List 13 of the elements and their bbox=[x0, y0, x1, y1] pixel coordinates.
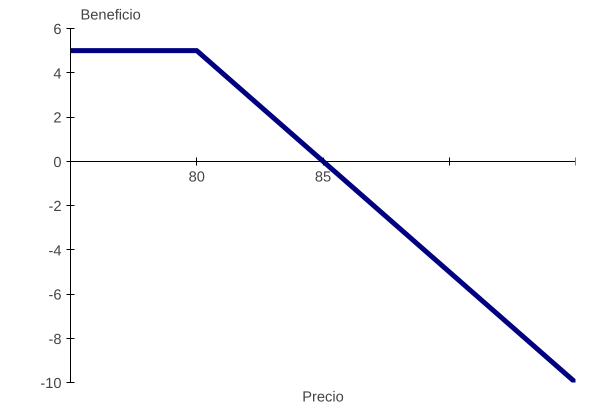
y-tick-label: -10 bbox=[40, 376, 62, 392]
y-tick-label: -6 bbox=[48, 288, 62, 304]
y-tick-label: 0 bbox=[53, 154, 62, 171]
x-axis-title: Precio bbox=[302, 390, 344, 406]
y-tick-label: -4 bbox=[48, 243, 62, 260]
x-tick-label: 85 bbox=[314, 169, 332, 186]
y-axis-title: Beneficio bbox=[80, 8, 141, 24]
y-tick-label: 4 bbox=[53, 66, 62, 82]
x-tick-label: 80 bbox=[188, 169, 205, 186]
y-tick-label: -2 bbox=[48, 199, 62, 215]
y-tick-label: 2 bbox=[53, 110, 62, 126]
y-tick-label: 6 bbox=[53, 22, 62, 38]
y-tick-label: -8 bbox=[48, 332, 62, 348]
